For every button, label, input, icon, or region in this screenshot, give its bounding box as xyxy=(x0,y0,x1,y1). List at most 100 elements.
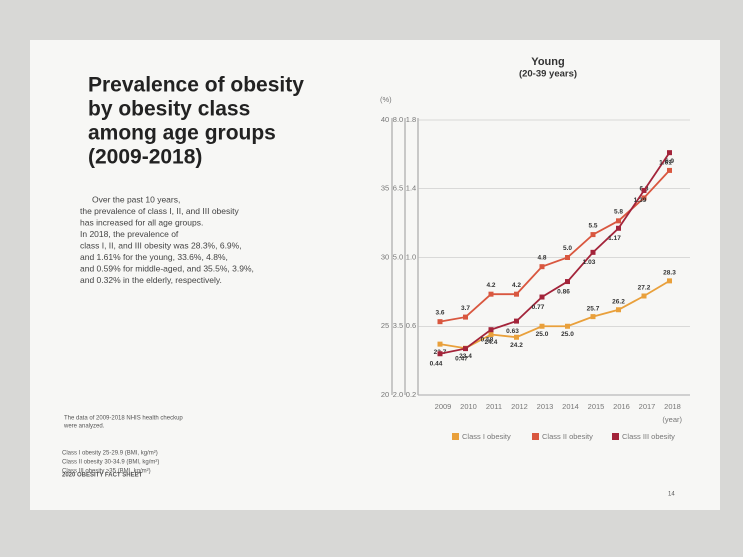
value-label: 0.47 xyxy=(455,355,468,362)
data-point xyxy=(641,195,647,201)
data-point xyxy=(667,278,672,284)
x-label: (year) xyxy=(662,415,682,424)
value-label: 3.7 xyxy=(461,305,470,312)
y-tick-label: 6.5 xyxy=(393,184,403,193)
y-tick-label: 30 xyxy=(381,252,389,261)
value-label: 3.6 xyxy=(435,309,444,316)
x-tick-label: 2014 xyxy=(562,402,579,411)
data-point xyxy=(463,314,468,320)
definition-line: Class I obesity 25-29.9 (BMI, kg/m²) xyxy=(62,451,158,457)
y-tick-label: 8.0 xyxy=(393,115,403,124)
sheet xyxy=(30,40,720,510)
y-tick-label: 35 xyxy=(381,184,389,193)
legend-label: Class II obesity xyxy=(542,432,593,441)
note-line: were analyzed. xyxy=(63,424,105,430)
paragraph-line: In 2018, the prevalence of xyxy=(80,229,179,239)
data-point xyxy=(437,351,443,357)
paragraph-line: and 0.59% for middle-aged, and 35.5%, 3.… xyxy=(80,263,254,273)
x-tick-label: 2017 xyxy=(639,402,656,411)
value-label: 5.8 xyxy=(614,209,623,216)
paragraph-line: class I, II, and III obesity was 28.3%, … xyxy=(80,240,242,250)
value-label: 4.8 xyxy=(537,254,546,261)
x-tick-label: 2010 xyxy=(460,402,477,411)
value-label: 25.7 xyxy=(587,305,600,312)
value-label: 1.17 xyxy=(608,235,621,242)
y-tick-label: 0.6 xyxy=(406,321,416,330)
data-point xyxy=(565,323,570,329)
data-point xyxy=(488,291,494,297)
chart-subtitle: (20-39 years) xyxy=(519,69,577,80)
value-label: 23.4 xyxy=(459,353,472,360)
value-label: 24.2 xyxy=(510,342,523,349)
x-tick-label: 2012 xyxy=(511,402,528,411)
value-label: 1.03 xyxy=(583,259,596,266)
y-tick-label: 1.4 xyxy=(406,184,416,193)
data-point xyxy=(437,341,443,347)
data-point xyxy=(641,293,647,299)
data-point xyxy=(565,279,570,285)
value-label: 6.9 xyxy=(665,158,674,165)
y-tick-label: 1.0 xyxy=(406,252,416,261)
x-tick-label: 2009 xyxy=(435,402,452,411)
value-label: 5.5 xyxy=(588,222,597,229)
paragraph-line: and 1.61% for the young, 33.6%, 4.8%, xyxy=(80,252,228,262)
legend-swatch xyxy=(612,433,619,440)
paragraph-line: has increased for all age groups. xyxy=(80,217,203,227)
x-tick-label: 2011 xyxy=(486,402,502,411)
data-point xyxy=(514,334,519,340)
series-line xyxy=(439,280,670,350)
value-label: 26.2 xyxy=(612,298,625,305)
x-tick-label: 2016 xyxy=(613,402,630,411)
data-point xyxy=(488,327,494,333)
data-point xyxy=(616,307,621,313)
value-label: 25.0 xyxy=(536,331,549,338)
value-label: 0.86 xyxy=(557,288,570,295)
y-tick-label: 5.0 xyxy=(393,252,403,261)
paragraph-line: the prevalence of class I, II, and III o… xyxy=(80,206,240,216)
definition-line: Class III obesity ≥35 (BMI, kg/m²) xyxy=(62,469,151,475)
data-point xyxy=(616,218,621,224)
data-point xyxy=(514,291,519,297)
data-point xyxy=(590,314,596,320)
value-label: 28.3 xyxy=(663,270,676,277)
value-label: 0.58 xyxy=(481,336,494,343)
data-point xyxy=(616,225,621,231)
data-point xyxy=(514,318,519,324)
definition-line: Class II obesity 30-34.9 (BMI, kg/m²) xyxy=(62,460,159,466)
heading-line: by obesity class xyxy=(88,98,250,121)
chart-title: Young xyxy=(531,56,564,68)
y-tick-label: 20 xyxy=(381,390,389,399)
value-label: 1.61 xyxy=(659,159,672,166)
data-point xyxy=(437,319,443,325)
y-tick-label: 3.5 xyxy=(393,321,403,330)
x-tick-label: 2018 xyxy=(664,402,681,411)
y-tick-label: 0.2 xyxy=(406,390,416,399)
data-point xyxy=(667,167,672,173)
paragraph-line: and 0.32% in the elderly, respectively. xyxy=(80,275,222,285)
heading-line: Prevalence of obesity xyxy=(88,74,304,97)
data-point xyxy=(641,187,647,193)
data-point xyxy=(539,264,545,270)
data-point xyxy=(539,323,545,329)
y-tick-label: 25 xyxy=(381,321,389,330)
value-label: 1.39 xyxy=(634,197,647,204)
legend-swatch xyxy=(532,433,539,440)
y-label: (%) xyxy=(380,95,392,104)
value-label: 0.77 xyxy=(532,304,545,311)
value-label: 4.2 xyxy=(512,282,521,289)
legend-label: Class I obesity xyxy=(462,432,511,441)
data-point xyxy=(488,332,494,337)
data-point xyxy=(590,232,596,238)
x-tick-label: 2015 xyxy=(588,402,605,411)
value-label: 0.44 xyxy=(430,360,443,367)
value-label: 24.4 xyxy=(485,339,498,346)
paragraph-line: Over the past 10 years, xyxy=(92,194,180,204)
page-number: 14 xyxy=(668,492,675,498)
data-point xyxy=(463,346,468,352)
data-point xyxy=(565,255,570,260)
data-point xyxy=(539,294,545,300)
value-label: 0.63 xyxy=(506,328,519,335)
heading-line: (2009-2018) xyxy=(88,146,202,169)
value-label: 4.2 xyxy=(486,282,495,289)
